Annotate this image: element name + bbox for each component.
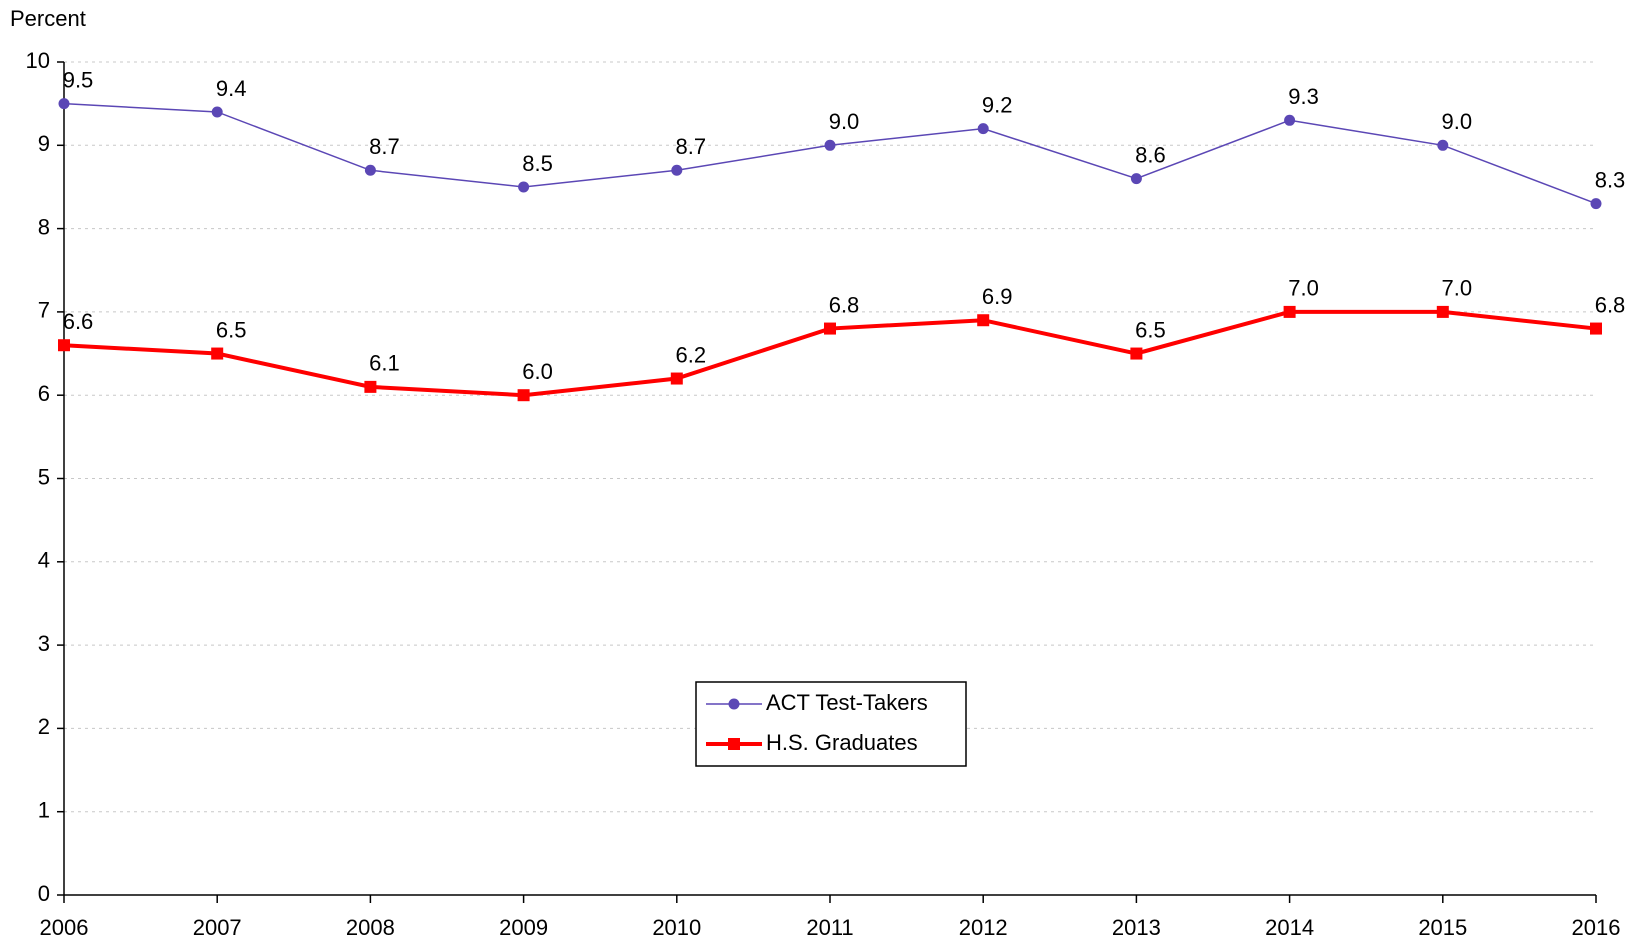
data-label: 8.6 bbox=[1135, 142, 1166, 167]
y-tick-label: 6 bbox=[38, 381, 50, 406]
x-tick-label: 2014 bbox=[1265, 915, 1314, 940]
data-label: 9.5 bbox=[63, 67, 94, 92]
y-tick-label: 0 bbox=[38, 881, 50, 906]
marker bbox=[1436, 305, 1449, 318]
marker bbox=[1590, 198, 1602, 210]
x-tick-label: 2009 bbox=[499, 915, 548, 940]
y-tick-label: 4 bbox=[38, 548, 50, 573]
y-tick-label: 8 bbox=[38, 214, 50, 239]
legend-box bbox=[695, 681, 967, 767]
marker bbox=[1590, 322, 1602, 335]
y-tick-label: 5 bbox=[38, 464, 50, 489]
x-tick-label: 2016 bbox=[1572, 915, 1621, 940]
legend-label: H.S. Graduates bbox=[766, 730, 918, 755]
x-tick-label: 2006 bbox=[40, 915, 89, 940]
marker bbox=[517, 389, 530, 402]
marker bbox=[364, 380, 377, 393]
x-tick-label: 2015 bbox=[1418, 915, 1467, 940]
marker bbox=[518, 181, 530, 193]
data-label: 6.8 bbox=[1595, 292, 1626, 317]
marker bbox=[211, 347, 224, 360]
legend-label: ACT Test-Takers bbox=[766, 690, 928, 715]
data-label: 9.4 bbox=[216, 76, 247, 101]
marker bbox=[1437, 139, 1449, 151]
marker bbox=[1130, 173, 1142, 185]
data-label: 6.5 bbox=[216, 317, 247, 342]
data-label: 6.0 bbox=[522, 359, 553, 384]
data-label: 6.5 bbox=[1135, 317, 1166, 342]
y-tick-label: 3 bbox=[38, 631, 50, 656]
marker bbox=[58, 98, 70, 110]
marker bbox=[824, 322, 836, 335]
y-tick-label: 10 bbox=[26, 48, 50, 73]
legend-marker bbox=[728, 738, 740, 750]
data-label: 8.5 bbox=[522, 151, 553, 176]
data-label: 6.6 bbox=[63, 309, 94, 334]
data-label: 8.7 bbox=[369, 134, 400, 159]
x-tick-label: 2011 bbox=[806, 915, 853, 940]
marker bbox=[977, 123, 989, 135]
marker bbox=[1130, 347, 1143, 360]
marker bbox=[977, 314, 990, 327]
data-label: 9.2 bbox=[982, 92, 1013, 117]
data-label: 6.8 bbox=[829, 292, 860, 317]
data-label: 9.3 bbox=[1288, 84, 1319, 109]
x-tick-label: 2007 bbox=[193, 915, 242, 940]
data-label: 7.0 bbox=[1442, 276, 1473, 301]
marker bbox=[1283, 305, 1296, 318]
data-label: 7.0 bbox=[1288, 276, 1319, 301]
x-tick-label: 2008 bbox=[346, 915, 395, 940]
data-label: 9.0 bbox=[829, 109, 860, 134]
data-label: 9.0 bbox=[1442, 109, 1473, 134]
x-tick-label: 2013 bbox=[1112, 915, 1161, 940]
data-label: 6.1 bbox=[369, 351, 400, 376]
marker bbox=[1284, 114, 1296, 126]
data-label: 6.2 bbox=[676, 342, 707, 367]
y-tick-label: 9 bbox=[38, 131, 50, 156]
marker bbox=[364, 164, 376, 176]
y-tick-label: 7 bbox=[38, 298, 50, 323]
y-tick-label: 2 bbox=[38, 714, 50, 739]
x-tick-label: 2012 bbox=[959, 915, 1008, 940]
x-tick-label: 2010 bbox=[652, 915, 701, 940]
marker bbox=[824, 139, 836, 151]
data-label: 6.9 bbox=[982, 284, 1013, 309]
marker bbox=[671, 164, 683, 176]
marker bbox=[211, 106, 223, 118]
data-label: 8.3 bbox=[1595, 167, 1626, 192]
y-axis-label: Percent bbox=[10, 6, 86, 31]
data-label: 8.7 bbox=[676, 134, 707, 159]
legend-marker bbox=[728, 698, 740, 710]
y-tick-label: 1 bbox=[38, 798, 50, 823]
marker bbox=[58, 339, 70, 352]
marker bbox=[670, 372, 683, 385]
